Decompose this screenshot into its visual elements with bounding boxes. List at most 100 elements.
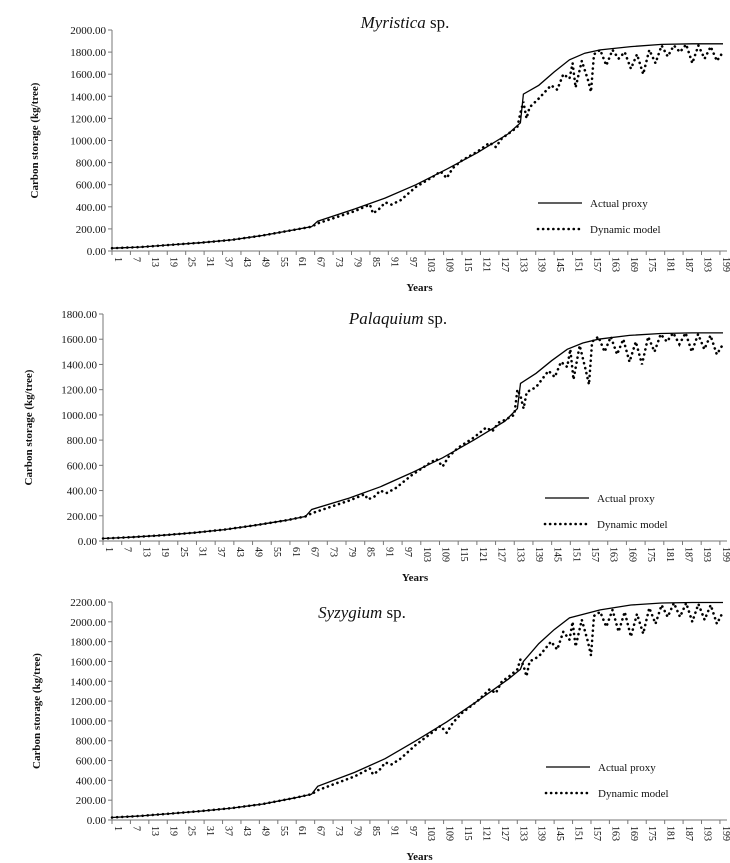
x-tick-label: 25: [178, 547, 189, 557]
x-tick-label: 91: [383, 547, 394, 557]
x-tick-label: 85: [370, 257, 381, 267]
y-tick-label: 1400.00: [70, 676, 106, 688]
x-tick-label: 163: [609, 257, 620, 272]
x-tick-label: 157: [591, 257, 602, 272]
x-tick-label: 199: [720, 257, 730, 272]
y-tick-label: 1000.00: [61, 410, 97, 422]
y-tick-label: 1400.00: [70, 91, 106, 103]
x-tick-label: 169: [628, 257, 639, 272]
y-tick-label: 0.00: [87, 246, 107, 258]
x-tick-label: 175: [646, 826, 657, 841]
x-tick-label: 199: [720, 826, 730, 841]
x-tick-label: 55: [278, 826, 289, 836]
x-tick-label: 37: [223, 257, 234, 267]
x-tick-label: 49: [253, 547, 264, 557]
chart-title-suffix: sp.: [382, 603, 406, 622]
x-tick-label: 61: [290, 547, 301, 557]
x-tick-label: 91: [388, 826, 399, 836]
x-tick-label: 103: [421, 547, 432, 562]
x-tick-label: 31: [204, 826, 215, 836]
chart-legend: Actual proxy Dynamic model: [543, 493, 668, 531]
chart-title: Myristica sp.: [360, 13, 450, 32]
x-tick-label: 13: [149, 257, 160, 267]
x-tick-label: 157: [591, 826, 602, 841]
x-tick-label: 181: [665, 826, 676, 841]
x-tick-label: 145: [554, 826, 565, 841]
series-dynamic-model-line: [101, 329, 725, 540]
x-tick-label: 25: [186, 257, 197, 267]
x-tick-label: 79: [346, 547, 357, 557]
x-tick-label: 121: [477, 547, 488, 562]
x-tick-label: 193: [702, 826, 713, 841]
y-tick-label: 200.00: [76, 224, 107, 236]
x-tick-label: 37: [215, 547, 226, 557]
y-tick-label: 1000.00: [70, 136, 106, 148]
x-axis-label: Years: [406, 282, 433, 294]
x-tick-label: 1: [103, 547, 114, 552]
x-tick-label: 19: [159, 547, 170, 557]
legend-label-actual-proxy: Actual proxy: [597, 493, 655, 505]
x-tick-label: 139: [536, 826, 547, 841]
x-tick-label: 49: [259, 826, 270, 836]
x-tick-label: 115: [462, 257, 473, 272]
chart-title-genus: Palaquium: [348, 309, 424, 328]
y-tick-label: 1000.00: [70, 716, 106, 728]
x-tick-label: 19: [167, 257, 178, 267]
x-tick-label: 19: [167, 826, 178, 836]
chart-panel-2: 0.00 200.00 400.00 600.00 800.00 1000.00 1200.…: [23, 309, 730, 584]
x-tick-label: 181: [664, 547, 675, 562]
y-tick-label: 1600.00: [61, 334, 97, 346]
x-tick-label: 133: [514, 547, 525, 562]
x-tick-label: 145: [552, 547, 563, 562]
x-tick-label: 169: [628, 826, 639, 841]
series-actual-proxy-line: [111, 43, 723, 249]
x-tick-label: 127: [496, 547, 507, 562]
y-tick-label: 400.00: [76, 775, 107, 787]
y-tick-label: 800.00: [76, 736, 107, 748]
y-tick-label: 1200.00: [70, 113, 106, 125]
x-tick-label: 151: [573, 257, 584, 272]
y-tick-label: 1600.00: [70, 656, 106, 668]
chart-title: Syzygium sp.: [318, 603, 406, 622]
x-tick-label: 175: [646, 257, 657, 272]
y-tick-label: 1400.00: [61, 359, 97, 371]
x-tick-label: 193: [702, 257, 713, 272]
chart-panel-3: 0.00 200.00 400.00 600.00 800.00 1000.00 1200.…: [31, 597, 730, 863]
x-tick-label: 79: [351, 257, 362, 267]
x-tick-label: 139: [533, 547, 544, 562]
legend-label-dynamic-model: Dynamic model: [590, 224, 661, 236]
x-tick-label: 199: [720, 547, 730, 562]
x-tick-label: 133: [517, 257, 528, 272]
x-tick-label: 73: [333, 826, 344, 836]
x-axis-label: Years: [406, 851, 433, 863]
y-tick-label: 1200.00: [61, 385, 97, 397]
x-tick-label: 169: [626, 547, 637, 562]
x-tick-label: 121: [480, 257, 491, 272]
x-tick-label: 1: [112, 257, 123, 262]
series-dynamic-model-line: [110, 599, 725, 819]
series-dynamic-model-line: [110, 41, 725, 250]
y-tick-label: 2200.00: [70, 597, 106, 609]
x-tick-label: 97: [407, 826, 418, 836]
y-tick-label: 600.00: [76, 180, 107, 192]
x-tick-label: 163: [609, 826, 620, 841]
x-tick-label: 157: [589, 547, 600, 562]
chart-title-suffix: sp.: [426, 13, 450, 32]
x-tick-label: 127: [499, 826, 510, 841]
y-tick-label: 200.00: [76, 795, 107, 807]
x-tick-label: 7: [130, 257, 141, 262]
x-tick-label: 73: [327, 547, 338, 557]
y-tick-label: 800.00: [76, 158, 107, 170]
chart-title-suffix: sp.: [423, 309, 447, 328]
x-tick-label: 85: [365, 547, 376, 557]
y-axis-label: Carbon storage (kg/tree): [29, 82, 41, 198]
x-tick-label: 37: [223, 826, 234, 836]
x-tick-label: 103: [425, 257, 436, 272]
x-tick-label: 7: [122, 547, 133, 552]
x-tick-label: 175: [645, 547, 656, 562]
x-tick-label: 151: [570, 547, 581, 562]
x-tick-label: 49: [259, 257, 270, 267]
x-tick-label: 67: [315, 826, 326, 836]
x-tick-label: 67: [315, 257, 326, 267]
chart-panel-1: 0.00 200.00 400.00 600.00 800.00 1000.00 1200.…: [29, 13, 730, 294]
